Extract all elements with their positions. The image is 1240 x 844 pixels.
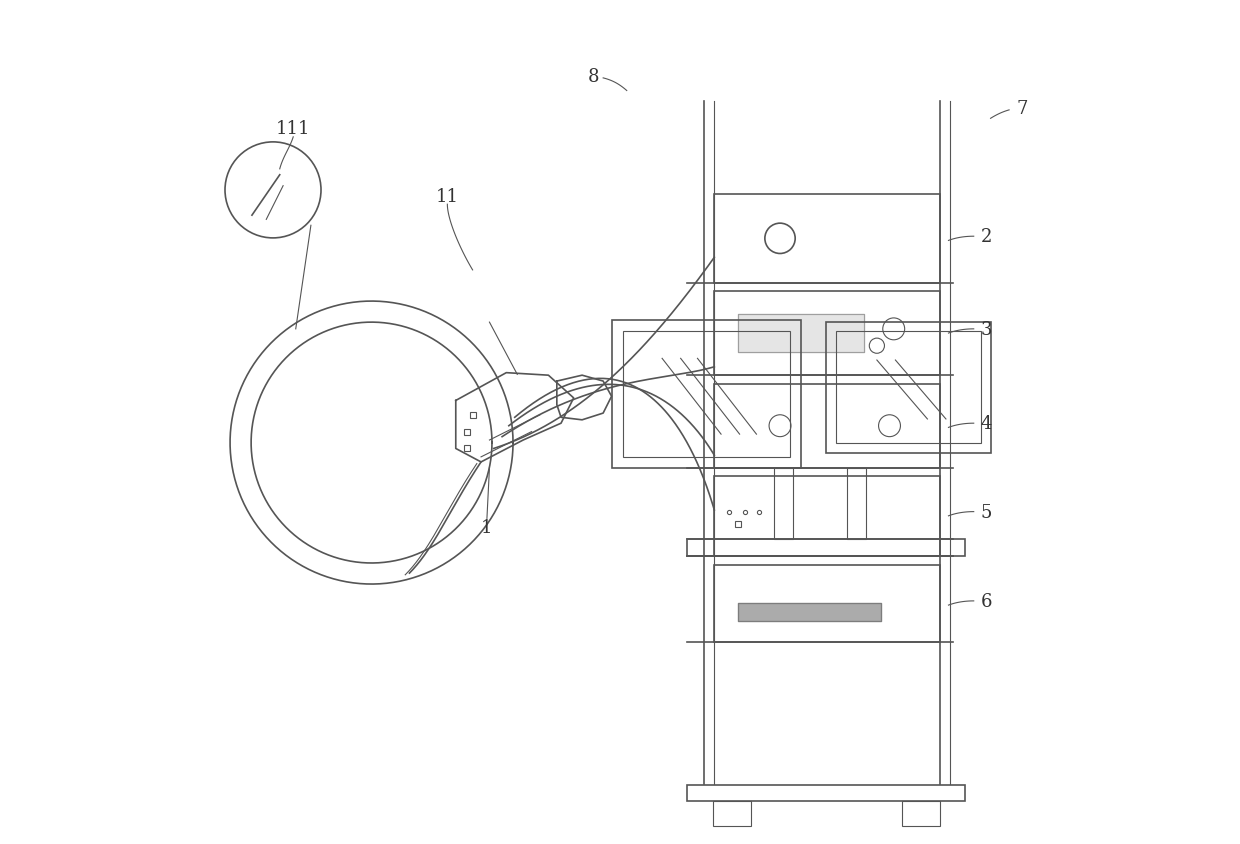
Text: 1: 1 <box>481 518 492 536</box>
Text: 2: 2 <box>981 228 992 246</box>
Bar <box>738 314 864 352</box>
Bar <box>714 195 940 284</box>
Text: 7: 7 <box>1016 100 1028 118</box>
Bar <box>714 565 940 642</box>
Bar <box>836 332 981 444</box>
Bar <box>687 786 965 801</box>
Bar <box>714 292 940 376</box>
Bar <box>847 468 866 540</box>
Bar <box>774 468 792 540</box>
Text: 5: 5 <box>981 503 992 521</box>
Bar <box>714 384 940 468</box>
Bar <box>903 801 940 825</box>
Bar <box>713 801 750 825</box>
Text: 4: 4 <box>981 414 992 433</box>
Bar <box>738 603 882 621</box>
Bar <box>611 321 801 468</box>
Text: 6: 6 <box>981 592 992 610</box>
Text: 111: 111 <box>277 120 310 138</box>
Bar <box>687 540 965 556</box>
Bar <box>714 477 940 556</box>
Text: 3: 3 <box>981 321 992 338</box>
Text: 11: 11 <box>435 187 459 206</box>
Text: 8: 8 <box>588 68 599 86</box>
Bar <box>622 332 790 457</box>
Bar <box>826 322 991 453</box>
